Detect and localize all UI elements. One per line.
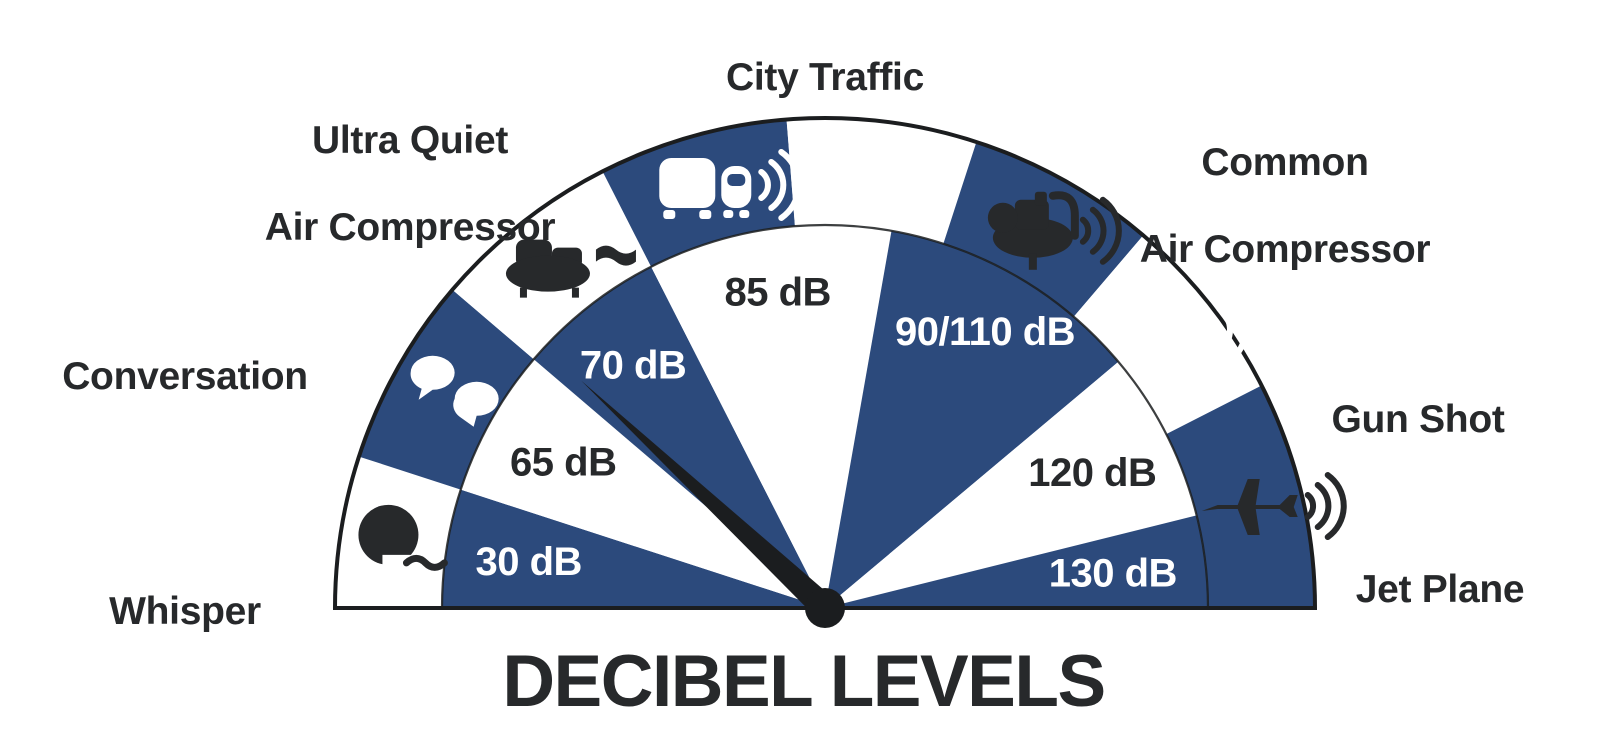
needle-pointer[interactable] — [581, 380, 834, 618]
gauge-outline — [332, 116, 1318, 610]
outer-label-whisper: Whisper — [60, 546, 310, 633]
needle-hub — [805, 588, 845, 628]
outer-label-common-line1: Common — [1201, 140, 1369, 184]
db-label-2: 70 dB — [580, 344, 686, 388]
inner-wedge-5 — [825, 361, 1197, 608]
outer-label-ultra-quiet-air-compressor: Ultra Quiet Air Compressor — [225, 75, 595, 293]
page-title: DECIBEL LEVELS — [502, 641, 1106, 722]
db-label-1: 65 dB — [510, 440, 616, 484]
inner-wedge-1 — [460, 359, 825, 608]
outer-ring-segment-7 — [1166, 385, 1315, 608]
db-label-4: 90/110 dB — [895, 310, 1075, 354]
inner-wedge-group — [442, 224, 1208, 608]
db-label-5: 120 dB — [1028, 451, 1156, 495]
outer-label-conversation-text: Conversation — [62, 354, 308, 398]
db-value-labels: 30 dB 65 dB 70 dB 85 dB 90/110 dB 120 dB 130 d… — [475, 271, 1177, 596]
db-label-3: 85 dB — [724, 271, 830, 315]
inner-wedge-6 — [825, 515, 1208, 608]
outer-ring-segment-4 — [786, 118, 977, 244]
gauge-outer-arc — [332, 116, 1318, 610]
outer-label-jet-plane: Jet Plane — [1300, 524, 1580, 611]
db-label-6: 130 dB — [1049, 552, 1177, 596]
outer-label-ultra-quiet-line1: Ultra Quiet — [311, 118, 509, 162]
gauge-inner-arc — [440, 223, 1210, 609]
inner-wedge-2 — [533, 266, 825, 608]
gauge-needle — [581, 380, 845, 628]
db-label-0: 30 dB — [475, 540, 581, 584]
inner-wedge-3 — [651, 224, 892, 608]
outer-label-ultra-quiet-line2: Air Compressor — [264, 206, 556, 250]
outer-label-gun-shot: Gun Shot — [1278, 354, 1558, 441]
outer-label-jet-plane-text: Jet Plane — [1355, 567, 1525, 611]
inner-wedge-0 — [442, 489, 825, 608]
gauge-body: 30 dB 65 dB 70 dB 85 dB 90/110 dB 120 dB 130 d… — [332, 116, 1344, 628]
outer-ring-segment-1 — [358, 289, 534, 490]
outer-label-common-air-compressor: Common Air Compressor — [1090, 97, 1480, 315]
outer-label-whisper-text: Whisper — [109, 589, 261, 633]
inner-wedge-4 — [825, 230, 1119, 608]
outer-label-city-traffic: City Traffic — [625, 12, 1025, 99]
outer-label-gun-shot-text: Gun Shot — [1331, 397, 1505, 441]
outer-label-common-line2: Air Compressor — [1139, 228, 1431, 272]
outer-label-conversation: Conversation — [30, 311, 340, 398]
outer-label-city-traffic-text: City Traffic — [726, 55, 924, 99]
